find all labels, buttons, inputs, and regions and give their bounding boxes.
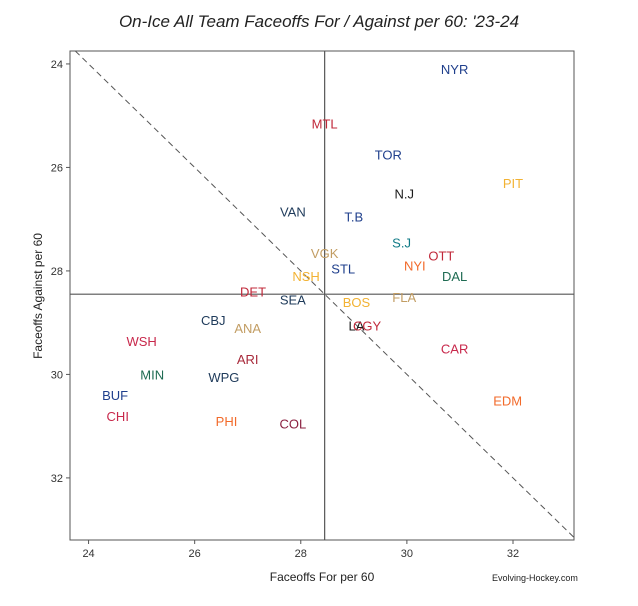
y-tick-label: 30 [51,369,63,381]
team-point-label: PHI [216,414,238,429]
team-point-label: WSH [126,334,156,349]
axis-ticks: 24 26 28 30 32 24 26 28 30 32 [51,59,519,560]
team-point-label: TOR [375,147,402,162]
team-point-label: STL [331,261,355,276]
team-point-label: EDM [493,393,522,408]
x-tick-label: 32 [507,548,519,560]
team-point-label: VAN [280,204,306,219]
team-point-label: SEA [280,292,306,307]
y-tick-label: 32 [51,473,63,485]
team-point-label: DAL [442,269,467,284]
plot-axes [69,50,575,541]
team-point-label: DET [240,285,266,300]
team-point-label: CGY [353,318,382,333]
x-tick-label: 24 [82,548,94,560]
team-point-label: MIN [140,367,164,382]
chart-title: On-Ice All Team Faceoffs For / Against p… [118,12,520,31]
team-point-label: VGK [311,246,339,261]
team-point-label: LA [349,318,365,333]
x-tick-label: 28 [295,548,307,560]
diagonal-reference-line [74,50,575,538]
team-point-label: ARI [237,352,259,367]
team-point-label: OTT [428,248,454,263]
team-point-label: N.J [394,186,414,201]
x-tick-label: 26 [189,548,201,560]
x-tick-label: 30 [401,548,413,560]
team-point-label: T.B [344,210,363,225]
team-point-label: FLA [392,290,416,305]
team-point-label: BOS [343,295,371,310]
source-credit: Evolving-Hockey.com [492,573,578,583]
y-tick-label: 26 [51,162,63,174]
team-point-label: S.J [392,235,411,250]
team-point-label: PIT [503,176,523,191]
y-tick-label: 24 [51,59,63,71]
team-point-label: WPG [208,370,239,385]
team-point-label: CBJ [201,313,226,328]
team-point-label: CAR [441,342,468,357]
team-point-label: MTL [312,116,338,131]
team-point-label: BUF [102,388,128,403]
plot-frame [69,50,575,541]
team-point-label: CHI [107,409,129,424]
team-point-label: ANA [234,321,261,336]
team-point-label: NYR [441,62,468,77]
x-axis-label: Faceoffs For per 60 [269,570,375,584]
team-point-label: NYI [404,259,426,274]
team-point-label: COL [279,417,306,432]
y-axis-label: Faceoffs Against per 60 [31,233,45,359]
team-point-label: NSH [292,269,319,284]
y-tick-label: 28 [51,266,63,278]
